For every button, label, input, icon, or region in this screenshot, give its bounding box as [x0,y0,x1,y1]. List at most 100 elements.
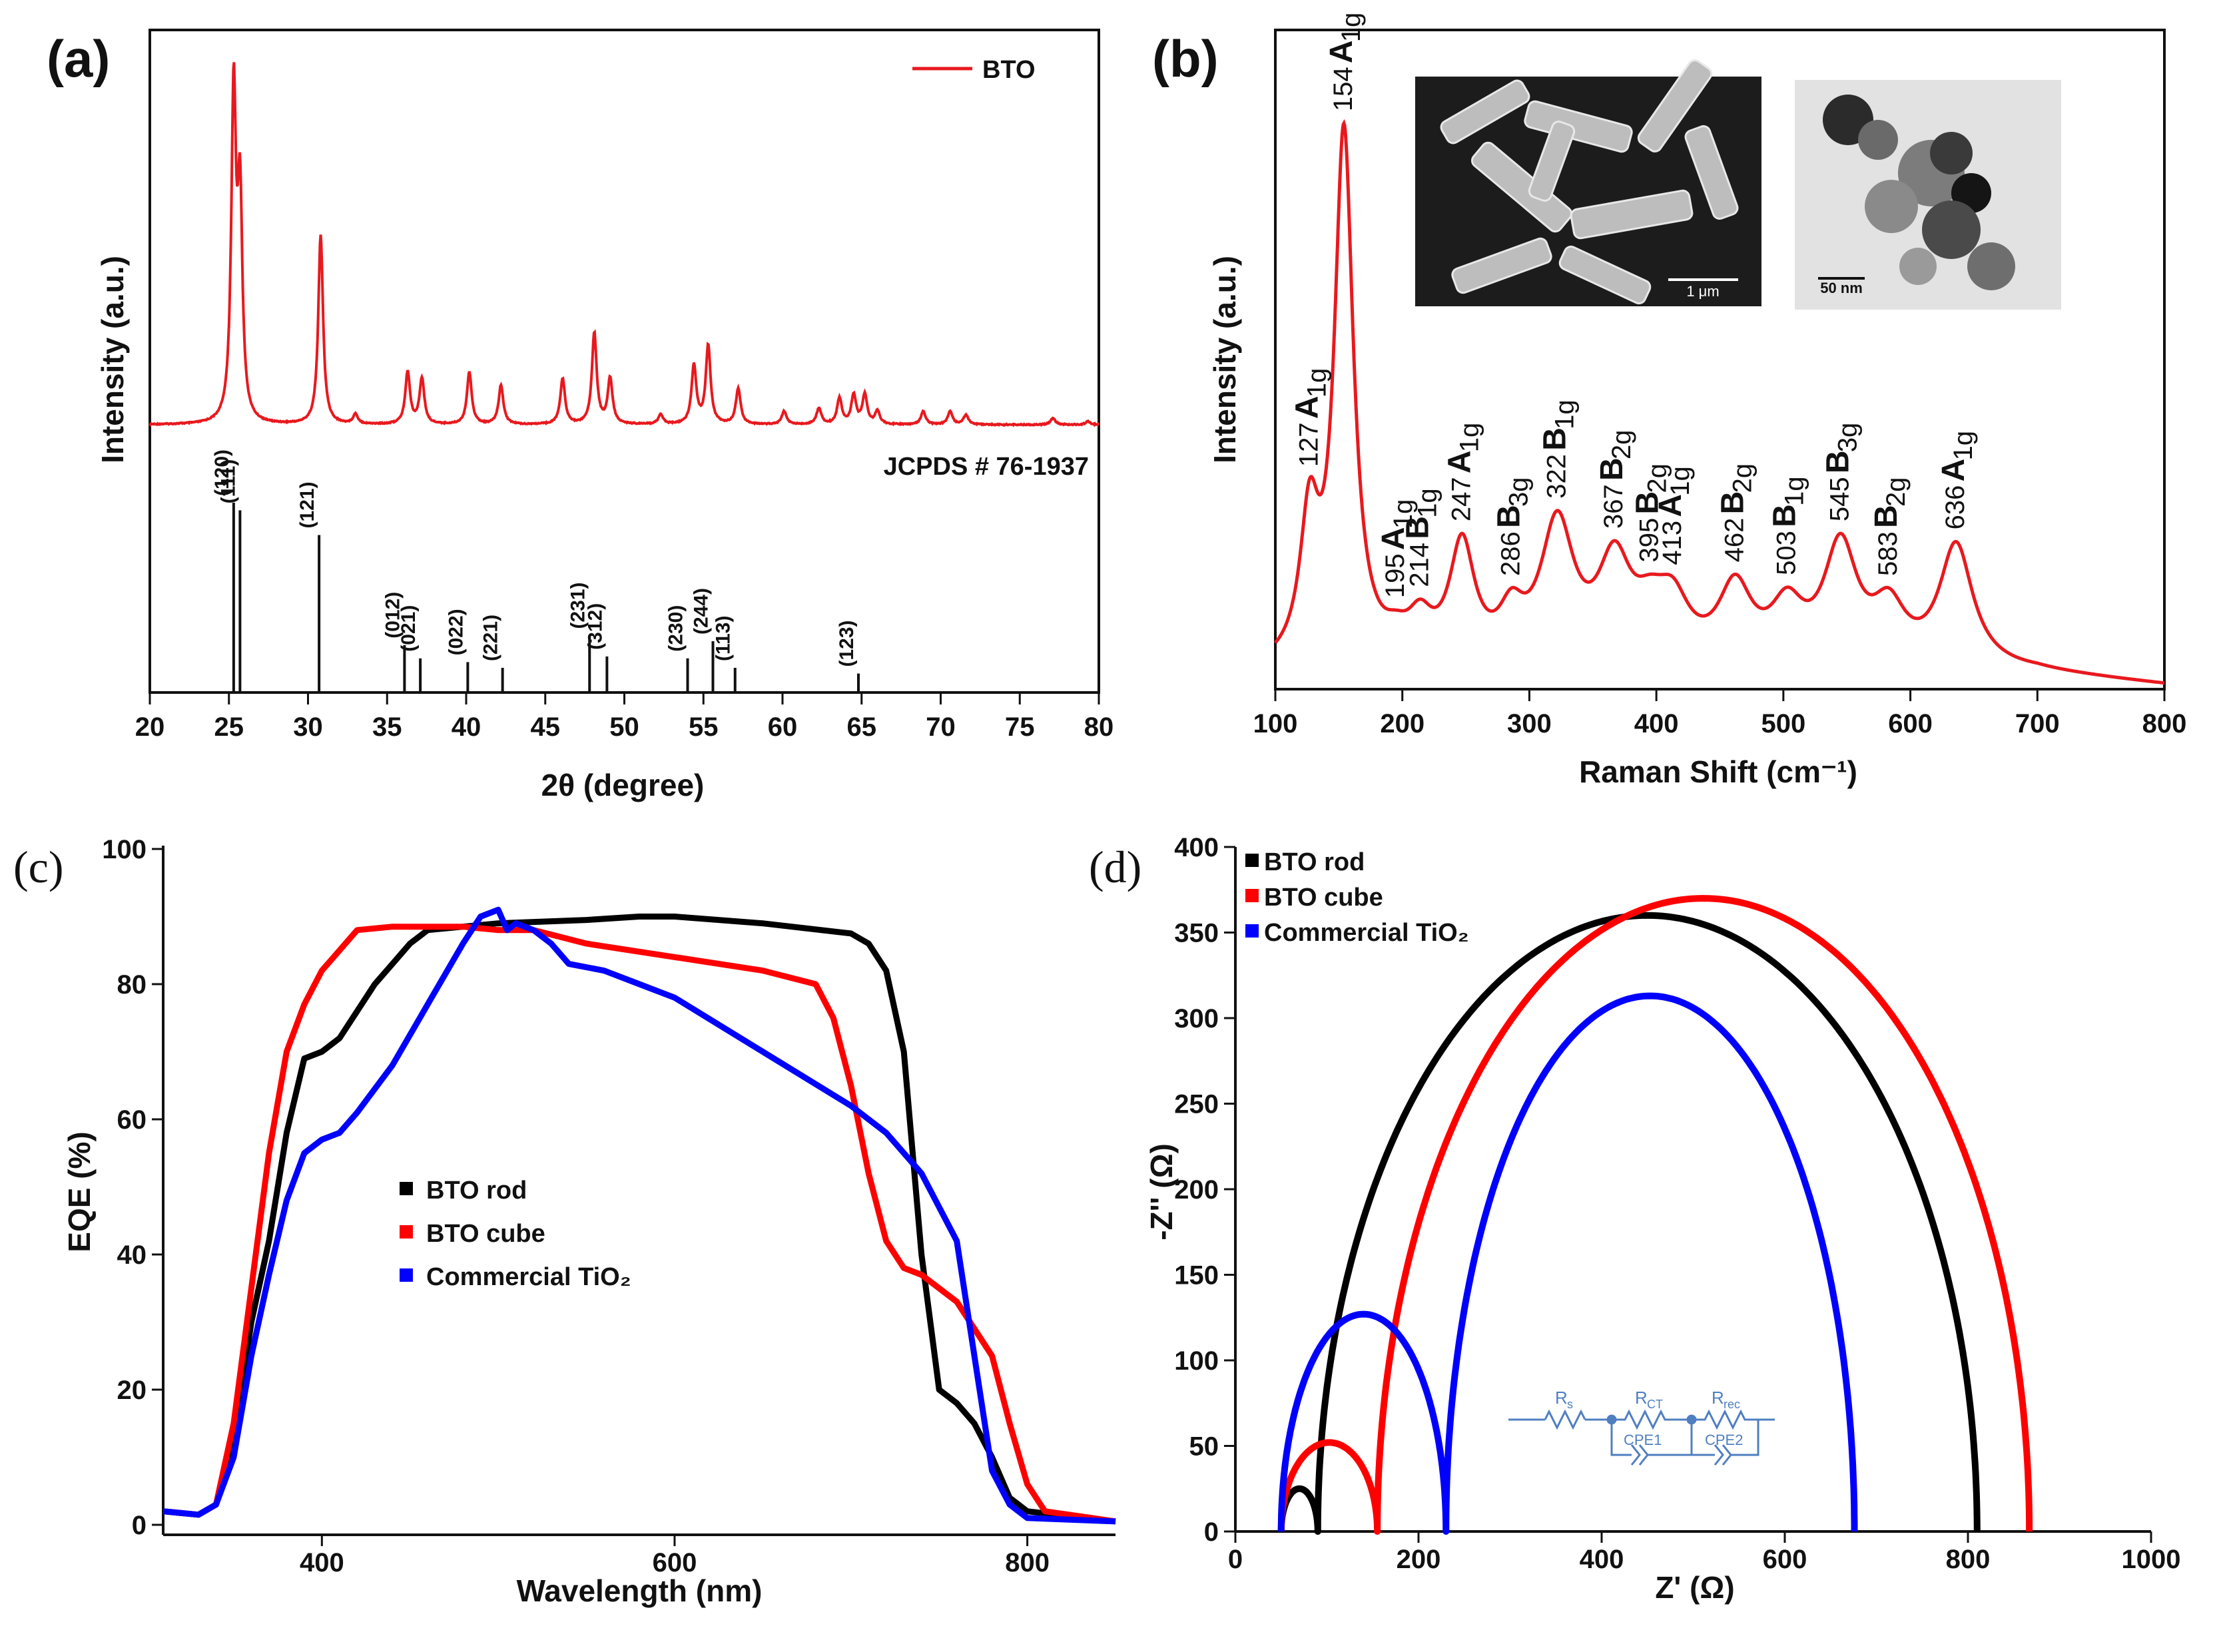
reference-hkl-label: (231) [567,582,589,629]
panel-c-ticks: 0 20 40 60 80 100 400 600 800 [102,835,1050,1577]
x-tick-label: 70 [926,712,956,742]
peak-mode: B [1715,491,1750,515]
peak-mode-subscript: 2g [1728,463,1757,493]
peak-mode: B [1767,504,1803,527]
x-tick-label: 80 [1084,712,1114,742]
panel-b-raman-line [1274,119,2165,685]
x-tick-label: 40 [452,712,481,742]
y-tick-label: 50 [1189,1432,1219,1462]
peak-mode-subscript: 1g [1302,368,1331,398]
peak-wavenumber: 413 [1658,521,1687,565]
sem-rod [1524,100,1633,153]
panel-d-letter: (d) [1089,842,1141,892]
x-tick-label: 600 [1763,1545,1807,1574]
peak-label-group: 503 B1g [1767,476,1809,575]
x-tick-label: 25 [214,712,244,742]
peak-wavenumber: 322 [1542,454,1571,499]
circuit-wire [1690,1420,1715,1456]
y-tick-label: 150 [1174,1261,1219,1290]
panel-c-xlabel: Wavelength (nm) [517,1573,763,1608]
x-tick-label: 1000 [2122,1545,2181,1574]
nyquist-series-line [1277,912,1981,1535]
y-tick-label: 250 [1174,1090,1219,1119]
peak-mode-subscript: 1g [1666,466,1695,496]
panel-b-xticks: 100 200 300 400 500 600 700 800 [1253,689,2186,738]
y-tick-label: 0 [132,1511,147,1540]
panel-b-ylabel: Intensity (a.u.) [1207,256,1242,463]
reference-hkl-label: (111) [217,459,239,504]
x-tick-label: 20 [135,712,165,742]
y-tick-label: 80 [117,970,147,999]
eqe-series-line [162,906,1116,1525]
peak-mode-subscript: 2g [1607,430,1636,460]
peak-mode-subscript: 1g [1780,476,1809,506]
peak-mode: B [1594,457,1630,481]
peak-label-group: 214 B1g [1400,488,1442,587]
peak-mode-subscript: 2g [1643,463,1672,493]
panel-a-xlabel: 2θ (degree) [541,768,705,802]
x-tick-label: 800 [1005,1548,1050,1577]
peak-label-group: 413 A1g [1653,466,1695,565]
y-tick-label: 20 [117,1376,147,1405]
sem-rod [1558,245,1652,305]
circuit-wire [1610,1420,1632,1456]
peak-label-group: 154 A1g [1324,13,1366,112]
sem-rod [1470,141,1573,233]
sem-rod [1570,189,1694,240]
peak-wavenumber: 367 [1599,484,1628,529]
circuit-wire [1731,1420,1759,1456]
y-tick-label: 40 [117,1240,147,1270]
x-tick-label: 100 [1253,709,1298,738]
reference-hkl-label: (123) [836,620,858,667]
peak-mode-subscript: 1g [1949,431,1978,461]
peak-label-group: 636 A1g [1936,431,1978,530]
panel-a-reference-lines: (120)(111) (121) (012)(021) (022) (221) (231)… [211,449,860,692]
sem-rod [1684,125,1739,220]
x-tick-label: 600 [653,1548,697,1577]
peak-wavenumber: 247 [1446,477,1476,521]
x-tick-label: 200 [1397,1545,1441,1574]
sem-rod [1440,79,1530,144]
legend-swatch-rod [400,1182,413,1195]
peak-mode: B [1821,450,1856,473]
panel-c-ylabel: EQE (%) [62,1131,97,1252]
reference-hkl-label: (221) [480,615,502,661]
reference-hkl-label: (244) [691,588,713,635]
reference-hkl-label: (120) [211,449,233,496]
peak-wavenumber: 636 [1941,485,1970,530]
legend-swatch-rod [1245,854,1259,867]
legend-swatch-tio2 [400,1268,413,1282]
tem-particle [1922,200,1981,259]
x-tick-label: 75 [1005,712,1035,742]
sem-rod [1637,59,1713,152]
panel-a-xrd-line [149,62,1100,427]
circuit-label-r: R [1712,1388,1724,1408]
tem-inset: 50 nm [1795,80,2061,310]
x-tick-label: 700 [2015,709,2060,738]
peak-mode-subscript: 1g [1337,13,1366,43]
x-tick-label: 400 [1634,709,1679,738]
x-tick-label: 30 [293,712,323,742]
peak-mode: A [1324,40,1359,63]
peak-label-group: 462 B2g [1715,463,1757,563]
panel-d-series [1277,895,2033,1535]
peak-mode-subscript: 1g [1413,488,1442,518]
panel-d-ylabel: -Z'' (Ω) [1144,1143,1179,1240]
panel-a-legend-label: BTO [982,56,1036,84]
circuit-cpe1-symbol [1630,1444,1641,1466]
peak-mode: B [1400,516,1435,539]
x-tick-label: 50 [609,712,639,742]
peak-mode: A [1936,459,1971,482]
x-tick-label: 400 [300,1548,344,1577]
panel-d-ticks: 0 50 100 150 200 250 300 350 400 0 200 400 600 800 100… [1174,833,2180,1574]
legend-label-cube: BTO cube [426,1220,545,1248]
legend-label-rod: BTO rod [1264,848,1365,876]
circuit-label-cpe2: CPE2 [1705,1432,1743,1448]
peak-wavenumber: 462 [1720,518,1749,563]
y-tick-label: 100 [102,835,147,864]
legend-label-cube: BTO cube [1264,884,1383,912]
sem-rod [1528,121,1576,202]
y-tick-label: 60 [117,1105,147,1135]
peak-mode: B [1869,505,1904,528]
x-tick-label: 600 [1888,709,1933,738]
